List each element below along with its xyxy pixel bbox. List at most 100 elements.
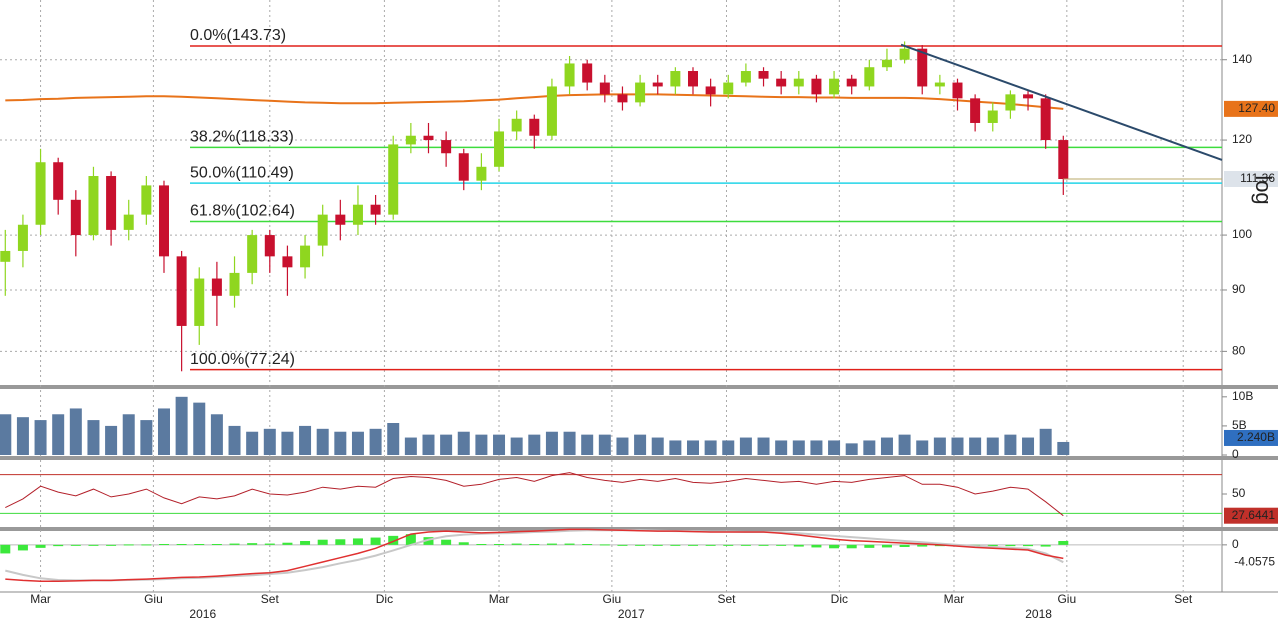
candle-body xyxy=(352,204,363,225)
macd-histogram xyxy=(405,534,416,545)
volume-bar xyxy=(986,437,999,455)
macd-histogram xyxy=(829,544,840,549)
macd-histogram xyxy=(335,539,346,545)
candle-body xyxy=(70,199,81,236)
volume-bar xyxy=(422,434,435,455)
value-box xyxy=(1224,507,1278,524)
macd-histogram xyxy=(176,544,187,545)
macd-histogram xyxy=(811,544,822,548)
macd-histogram xyxy=(264,543,275,545)
macd-histogram xyxy=(211,544,222,545)
candle-body xyxy=(158,185,169,257)
candle-body xyxy=(670,71,681,87)
candle-body xyxy=(476,166,487,181)
volume-bar xyxy=(263,428,276,455)
year-label: 2016 xyxy=(189,607,216,621)
volume-bar xyxy=(1004,434,1017,455)
volume-bar xyxy=(510,437,523,455)
macd-histogram xyxy=(17,544,28,551)
macd-histogram xyxy=(917,544,928,547)
macd-histogram xyxy=(106,544,117,546)
volume-bar xyxy=(281,431,294,455)
volume-bar xyxy=(122,414,135,455)
volume-bar xyxy=(545,431,558,455)
volume-bar xyxy=(0,414,12,455)
macd-histogram xyxy=(793,544,804,547)
macd-histogram xyxy=(564,543,575,545)
y-tick-label: 90 xyxy=(1232,282,1246,296)
value-box xyxy=(1224,554,1278,571)
volume-bar xyxy=(951,437,964,455)
volume-bar xyxy=(475,434,488,455)
volume-bar xyxy=(563,431,576,455)
volume-bar xyxy=(228,425,241,455)
volume-bar xyxy=(87,420,100,455)
value-box-label: -4.0575 xyxy=(1234,554,1275,568)
macd-histogram xyxy=(776,544,787,546)
x-tick-label: Giu xyxy=(144,592,163,606)
candle-body xyxy=(229,272,240,296)
volume-bar xyxy=(334,431,347,455)
y-tick-label: 140 xyxy=(1232,52,1252,66)
macd-histogram xyxy=(881,544,892,548)
volume-bar xyxy=(686,440,699,455)
candle-body xyxy=(1005,94,1016,111)
candle-body xyxy=(176,256,187,326)
macd-histogram xyxy=(705,544,716,546)
macd-histogram xyxy=(53,544,64,547)
volume-bar xyxy=(16,417,29,455)
macd-histogram xyxy=(582,544,593,545)
candle-body xyxy=(300,245,311,268)
candle-body xyxy=(106,176,117,230)
fib-label: 38.2%(118.33) xyxy=(190,129,294,146)
candle-body xyxy=(793,78,804,87)
volume-bar xyxy=(246,431,259,455)
candle-body xyxy=(423,135,434,141)
moving-average xyxy=(5,93,1064,110)
volume-bar xyxy=(157,408,170,455)
macd-histogram xyxy=(123,544,134,546)
macd-histogram xyxy=(511,543,522,545)
volume-bar xyxy=(581,434,594,455)
y-tick-label: 0 xyxy=(1232,447,1239,461)
macd-histogram xyxy=(1040,544,1051,547)
candle-body xyxy=(687,71,698,87)
candle-body xyxy=(529,118,540,136)
candle-body xyxy=(282,256,293,268)
candle-body xyxy=(705,86,716,95)
x-tick-label: Giu xyxy=(603,592,622,606)
macd-histogram xyxy=(141,544,152,546)
value-box xyxy=(1224,429,1278,446)
volume-bar xyxy=(369,428,382,455)
candle-body xyxy=(599,82,610,95)
macd-histogram xyxy=(423,537,434,545)
candle-body xyxy=(264,235,275,257)
y-tick-label: 120 xyxy=(1232,132,1252,146)
macd-histogram xyxy=(88,544,99,546)
candle-body xyxy=(970,98,981,123)
candle-body xyxy=(458,153,469,181)
rsi-line xyxy=(5,472,1064,517)
macd-histogram xyxy=(282,542,293,545)
panel-separator xyxy=(0,527,1278,531)
candle-body xyxy=(123,214,134,230)
macd-histogram xyxy=(899,544,910,547)
y-tick-label: 50 xyxy=(1232,486,1246,500)
candle-body xyxy=(740,71,751,83)
macd-histogram xyxy=(652,544,663,546)
x-tick-label: Mar xyxy=(944,592,965,606)
volume-bar xyxy=(105,425,118,455)
candle-body xyxy=(635,82,646,103)
macd-histogram xyxy=(441,539,452,545)
candle-body xyxy=(1040,98,1051,141)
value-box xyxy=(1224,171,1278,188)
macd-histogram xyxy=(546,543,557,545)
volume-bar xyxy=(598,434,611,455)
candle-body xyxy=(441,140,452,154)
volume-bar xyxy=(1039,428,1052,455)
candle-body xyxy=(35,162,46,225)
volume-bar xyxy=(845,443,858,455)
value-box-label: 127.40 xyxy=(1238,101,1275,115)
x-tick-label: Mar xyxy=(30,592,51,606)
volume-bar xyxy=(1022,437,1035,455)
